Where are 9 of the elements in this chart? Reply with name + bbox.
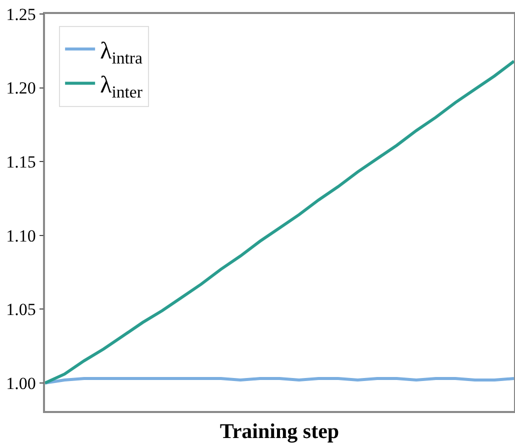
y-tick-label: 1.00 [6, 374, 36, 393]
y-tick-label: 1.10 [6, 226, 36, 246]
x-axis-title: Training step [220, 418, 340, 443]
y-tick-label: 1.15 [6, 152, 36, 172]
legend-label: λ$_{intra}$ [100, 38, 144, 68]
y-tick-label: 1.05 [6, 300, 36, 320]
y-tick-label: 1.25 [6, 4, 36, 24]
legend-label: λ$_{inter}$ [100, 72, 143, 102]
y-tick-label: 1.20 [6, 78, 36, 98]
